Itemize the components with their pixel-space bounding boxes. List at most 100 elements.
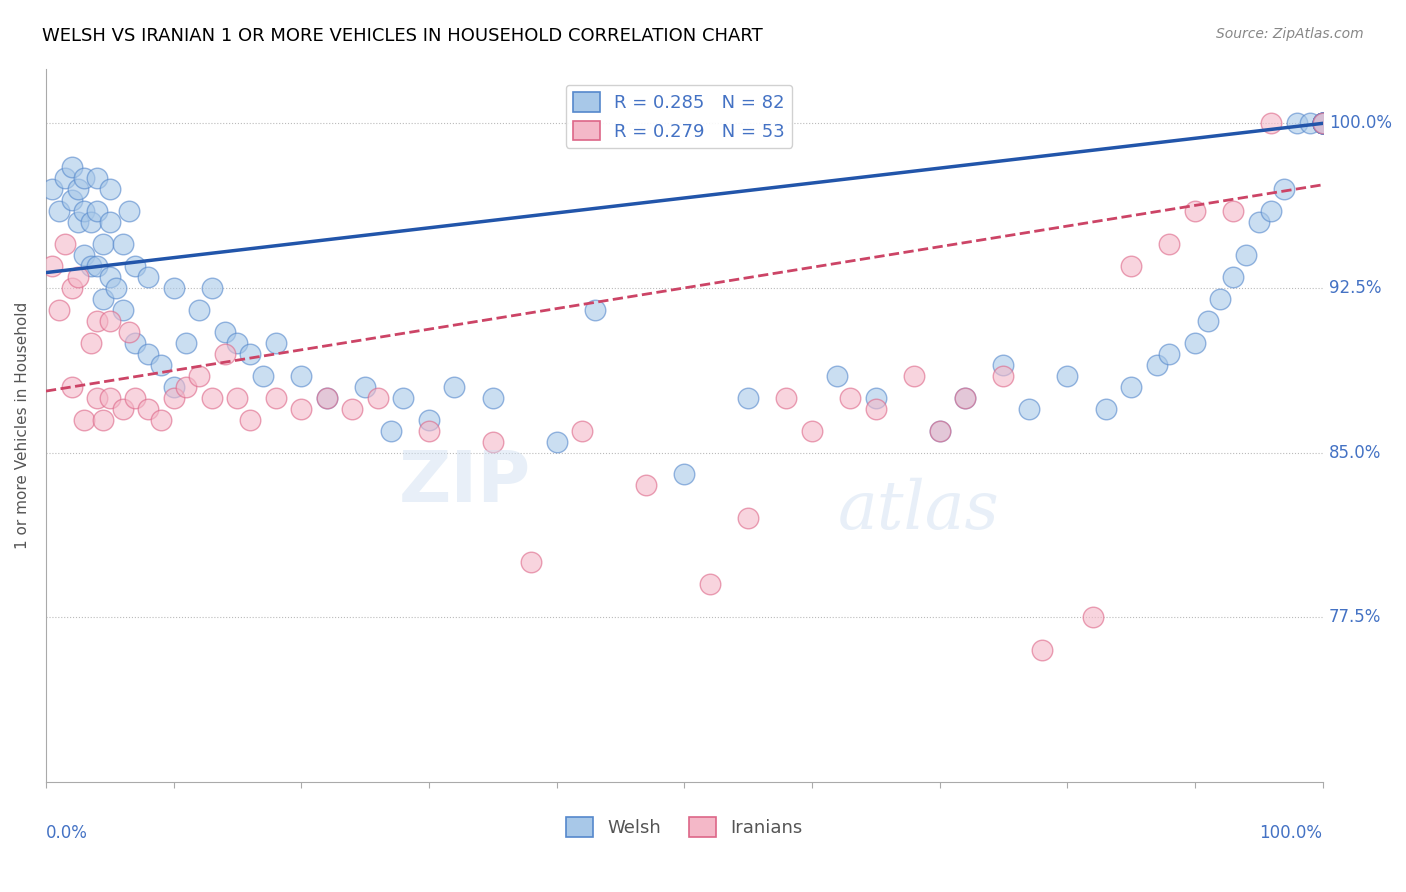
Point — [149, 412, 172, 426]
Point — [86, 259, 108, 273]
Point — [993, 358, 1015, 372]
Point — [118, 204, 141, 219]
Point — [111, 401, 134, 416]
Text: 77.5%: 77.5% — [1329, 608, 1381, 626]
Point — [86, 204, 108, 219]
Point — [1312, 116, 1334, 130]
Point — [380, 424, 402, 438]
Point — [1094, 401, 1116, 416]
Point — [1222, 204, 1244, 219]
Point — [418, 424, 440, 438]
Point — [73, 171, 96, 186]
Point — [124, 335, 146, 350]
Point — [903, 368, 925, 383]
Point — [98, 182, 121, 196]
Text: 100.0%: 100.0% — [1260, 824, 1323, 842]
Point — [953, 391, 976, 405]
Point — [1312, 116, 1334, 130]
Text: WELSH VS IRANIAN 1 OR MORE VEHICLES IN HOUSEHOLD CORRELATION CHART: WELSH VS IRANIAN 1 OR MORE VEHICLES IN H… — [42, 27, 763, 45]
Point — [800, 424, 823, 438]
Point — [928, 424, 950, 438]
Point — [1312, 116, 1334, 130]
Point — [60, 380, 83, 394]
Point — [98, 215, 121, 229]
Point — [73, 204, 96, 219]
Point — [136, 347, 159, 361]
Point — [226, 391, 249, 405]
Point — [98, 391, 121, 405]
Point — [1184, 335, 1206, 350]
Point — [79, 335, 101, 350]
Point — [176, 335, 198, 350]
Point — [66, 215, 89, 229]
Point — [60, 193, 83, 207]
Point — [124, 259, 146, 273]
Point — [290, 401, 312, 416]
Point — [98, 270, 121, 285]
Point — [1312, 116, 1334, 130]
Point — [176, 380, 198, 394]
Point — [367, 391, 389, 405]
Point — [93, 237, 115, 252]
Point — [1119, 380, 1142, 394]
Point — [775, 391, 797, 405]
Point — [546, 434, 568, 449]
Text: ZIP: ZIP — [399, 448, 531, 516]
Point — [111, 237, 134, 252]
Point — [342, 401, 364, 416]
Point — [48, 302, 70, 317]
Point — [315, 391, 337, 405]
Text: Source: ZipAtlas.com: Source: ZipAtlas.com — [1216, 27, 1364, 41]
Point — [993, 368, 1015, 383]
Point — [162, 281, 184, 295]
Point — [1312, 116, 1334, 130]
Point — [226, 335, 249, 350]
Point — [73, 412, 96, 426]
Point — [443, 380, 465, 394]
Point — [79, 215, 101, 229]
Point — [1299, 116, 1322, 130]
Point — [571, 424, 593, 438]
Point — [188, 302, 211, 317]
Point — [1056, 368, 1078, 383]
Point — [1260, 204, 1282, 219]
Point — [290, 368, 312, 383]
Point — [86, 171, 108, 186]
Point — [1184, 204, 1206, 219]
Point — [1260, 116, 1282, 130]
Point — [60, 281, 83, 295]
Point — [737, 391, 759, 405]
Point — [1234, 248, 1257, 262]
Point — [105, 281, 128, 295]
Point — [1312, 116, 1334, 130]
Point — [93, 412, 115, 426]
Point — [1159, 347, 1181, 361]
Point — [1197, 314, 1219, 328]
Point — [252, 368, 274, 383]
Point — [1209, 292, 1232, 306]
Point — [1222, 270, 1244, 285]
Point — [481, 434, 503, 449]
Point — [98, 314, 121, 328]
Point — [162, 380, 184, 394]
Point — [239, 347, 262, 361]
Point — [239, 412, 262, 426]
Point — [865, 401, 887, 416]
Point — [41, 259, 63, 273]
Point — [86, 314, 108, 328]
Point — [1018, 401, 1040, 416]
Point — [73, 248, 96, 262]
Point — [354, 380, 377, 394]
Point — [66, 270, 89, 285]
Point — [1247, 215, 1270, 229]
Y-axis label: 1 or more Vehicles in Household: 1 or more Vehicles in Household — [15, 301, 30, 549]
Point — [839, 391, 862, 405]
Point — [583, 302, 606, 317]
Point — [93, 292, 115, 306]
Point — [953, 391, 976, 405]
Point — [136, 270, 159, 285]
Point — [1312, 116, 1334, 130]
Point — [1312, 116, 1334, 130]
Point — [136, 401, 159, 416]
Point — [520, 555, 543, 569]
